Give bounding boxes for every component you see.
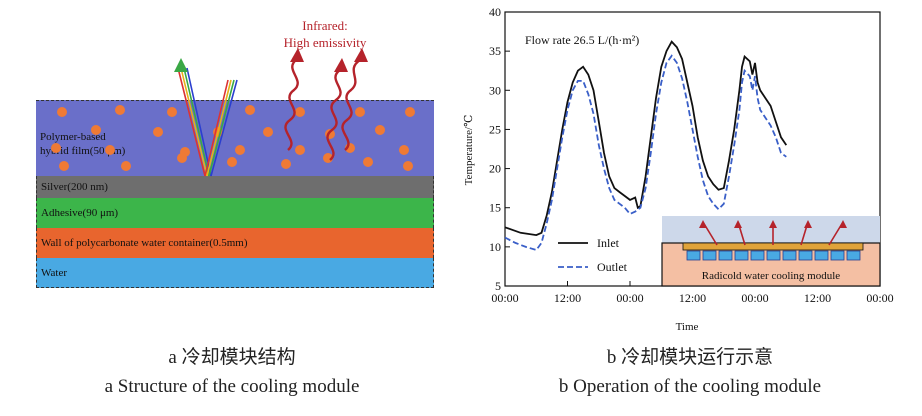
- x-tick-label: 12:00: [554, 291, 581, 305]
- inset-water-cell: [814, 250, 829, 261]
- y-tick-label: 25: [489, 122, 501, 136]
- inset-water-cell: [830, 250, 845, 261]
- particle-dot: [177, 153, 187, 163]
- y-tick-label: 5: [495, 279, 501, 293]
- particle-dot: [355, 107, 365, 117]
- inset-water-cell: [734, 250, 749, 261]
- reflected-sunlight-rays: [174, 58, 238, 177]
- layer-wall-label: Wall of polycarbonate water container(0.…: [41, 237, 248, 249]
- particle-dot: [121, 161, 131, 171]
- x-axis-label: Time: [676, 321, 699, 333]
- inset-water-cell: [702, 250, 717, 261]
- particle-dot: [399, 145, 409, 155]
- inset-water-cell: [686, 250, 701, 261]
- caption-b-chinese: b 冷却模块运行示意: [606, 347, 774, 368]
- particle-dot: [51, 143, 61, 153]
- layer-water-label: Water: [41, 267, 67, 279]
- inset-water-cell: [750, 250, 765, 261]
- y-tick-label: 30: [489, 83, 501, 97]
- x-tick-label: 12:00: [679, 291, 706, 305]
- x-tick-label: 00:00: [616, 291, 643, 305]
- particle-dot: [227, 157, 237, 167]
- particle-dot: [167, 107, 177, 117]
- y-tick-label: 15: [489, 201, 501, 215]
- layer-adhesive-label: Adhesive(90 μm): [41, 207, 119, 219]
- infrared-waves: [284, 48, 368, 161]
- temperature-chart: 5 10 15 20 25 30 35 40 00:00 12:00 00:00 12:00 00:00…: [463, 5, 894, 333]
- infrared-label: Infrared:: [302, 18, 347, 33]
- layer-polymer-label: Polymer-based: [40, 131, 106, 143]
- particle-dot: [105, 145, 115, 155]
- y-tick-label: 20: [489, 162, 501, 176]
- series-line-outlet: [504, 54, 787, 252]
- y-tick-label: 35: [489, 44, 501, 58]
- legend: Inlet Outlet: [558, 236, 628, 274]
- particle-dot: [153, 127, 163, 137]
- layer-silver-label: Silver(200 nm): [41, 181, 108, 193]
- particle-dot: [405, 107, 415, 117]
- particle-dot: [295, 107, 305, 117]
- particle-dot: [403, 161, 413, 171]
- layer-silver: Silver(200 nm): [36, 176, 434, 198]
- caption-a-chinese: a 冷却模块结构: [168, 347, 296, 368]
- inset-water-cell: [718, 250, 733, 261]
- inset-sky: [662, 216, 880, 243]
- particle-dot: [91, 125, 101, 135]
- inset-water-cell: [798, 250, 813, 261]
- x-tick-label: 00:00: [491, 291, 518, 305]
- layer-container-wall: Wall of polycarbonate water container(0.…: [36, 228, 434, 258]
- inset-water-cell: [766, 250, 781, 261]
- particle-dot: [281, 159, 291, 169]
- y-axis-label: Temperature/℃: [463, 115, 475, 186]
- radicold-inset: Radicold water cooling module: [661, 216, 881, 287]
- inset-label: Radicold water cooling module: [702, 270, 840, 282]
- particle-dot: [245, 105, 255, 115]
- x-tick-label: 12:00: [804, 291, 831, 305]
- layer-water: Water: [36, 258, 434, 288]
- particle-dot: [59, 161, 69, 171]
- flow-rate-annotation: Flow rate 26.5 L/(h·m²): [525, 33, 639, 47]
- inset-water-cell: [782, 250, 797, 261]
- x-tick-label: 00:00: [741, 291, 768, 305]
- particle-dot: [115, 105, 125, 115]
- x-tick-label: 00:00: [866, 291, 893, 305]
- particle-dot: [57, 107, 67, 117]
- emissivity-label: High emissivity: [284, 35, 367, 50]
- legend-label: Outlet: [597, 260, 628, 274]
- inset-water-cell: [846, 250, 861, 261]
- particle-dot: [263, 127, 273, 137]
- y-tick-label: 10: [489, 240, 501, 254]
- y-tick-label: 40: [489, 5, 501, 19]
- structure-decorations: Infrared: High emissivity: [51, 18, 415, 177]
- particle-dot: [375, 125, 385, 135]
- cooling-module-structure: Polymer-based hybrid film(50 μm) Silver(…: [36, 100, 434, 290]
- particle-dot: [235, 145, 245, 155]
- caption-a-english: a Structure of the cooling module: [104, 376, 360, 397]
- legend-label: Inlet: [597, 236, 620, 250]
- caption-b-english: b Operation of the cooling module: [558, 376, 822, 397]
- particle-dot: [295, 145, 305, 155]
- series-line-inlet: [504, 40, 788, 237]
- particle-dot: [363, 157, 373, 167]
- layer-polymer-label-2: hybrid film(50 μm): [40, 145, 126, 157]
- particles: [51, 105, 415, 171]
- layer-adhesive: Adhesive(90 μm): [36, 198, 434, 228]
